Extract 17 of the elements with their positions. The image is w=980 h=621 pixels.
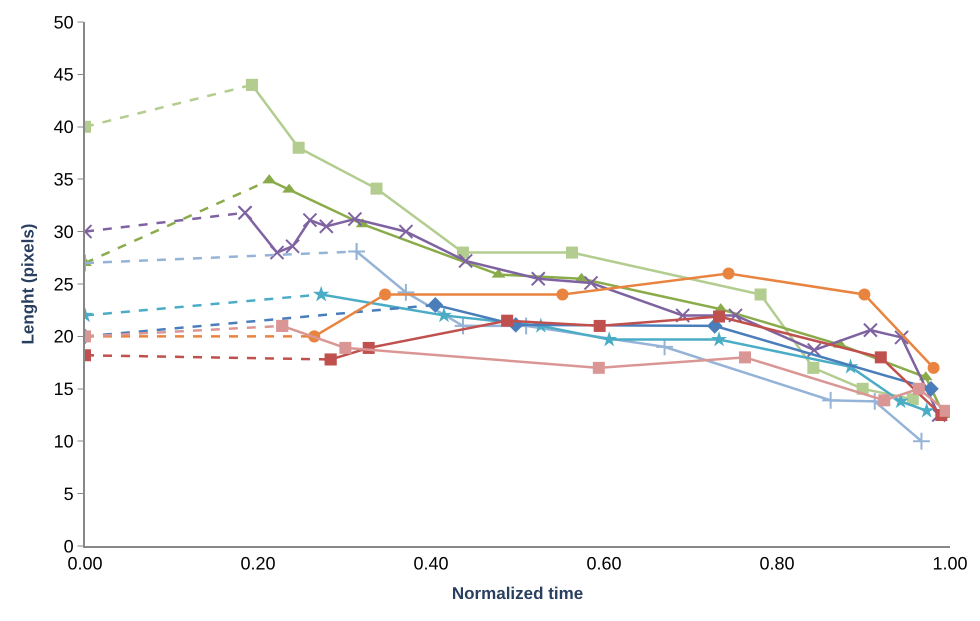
y-tick-label: 5 xyxy=(64,484,74,504)
x-tick-label: 0.80 xyxy=(759,553,795,574)
y-tick-label: 10 xyxy=(54,432,74,452)
x-tick-label: 1.00 xyxy=(932,553,968,574)
x-tick-label: 0.60 xyxy=(586,553,622,574)
y-tick-label: 40 xyxy=(54,117,74,138)
y-tick-label: 30 xyxy=(54,222,74,242)
y-tick-label: 45 xyxy=(54,64,74,85)
y-tick-label: 20 xyxy=(54,326,74,347)
y-tick-label: 25 xyxy=(54,274,74,294)
y-tick-label: 50 xyxy=(54,12,74,32)
x-tick-label: 0.40 xyxy=(413,553,449,574)
y-tick-label: 15 xyxy=(54,379,74,400)
y-tick-label: 35 xyxy=(54,170,74,190)
x-axis-title: Normalized time xyxy=(452,584,584,604)
y-axis-title: Lenght (pixels) xyxy=(18,224,38,344)
x-tick-label: 0.20 xyxy=(240,553,276,574)
